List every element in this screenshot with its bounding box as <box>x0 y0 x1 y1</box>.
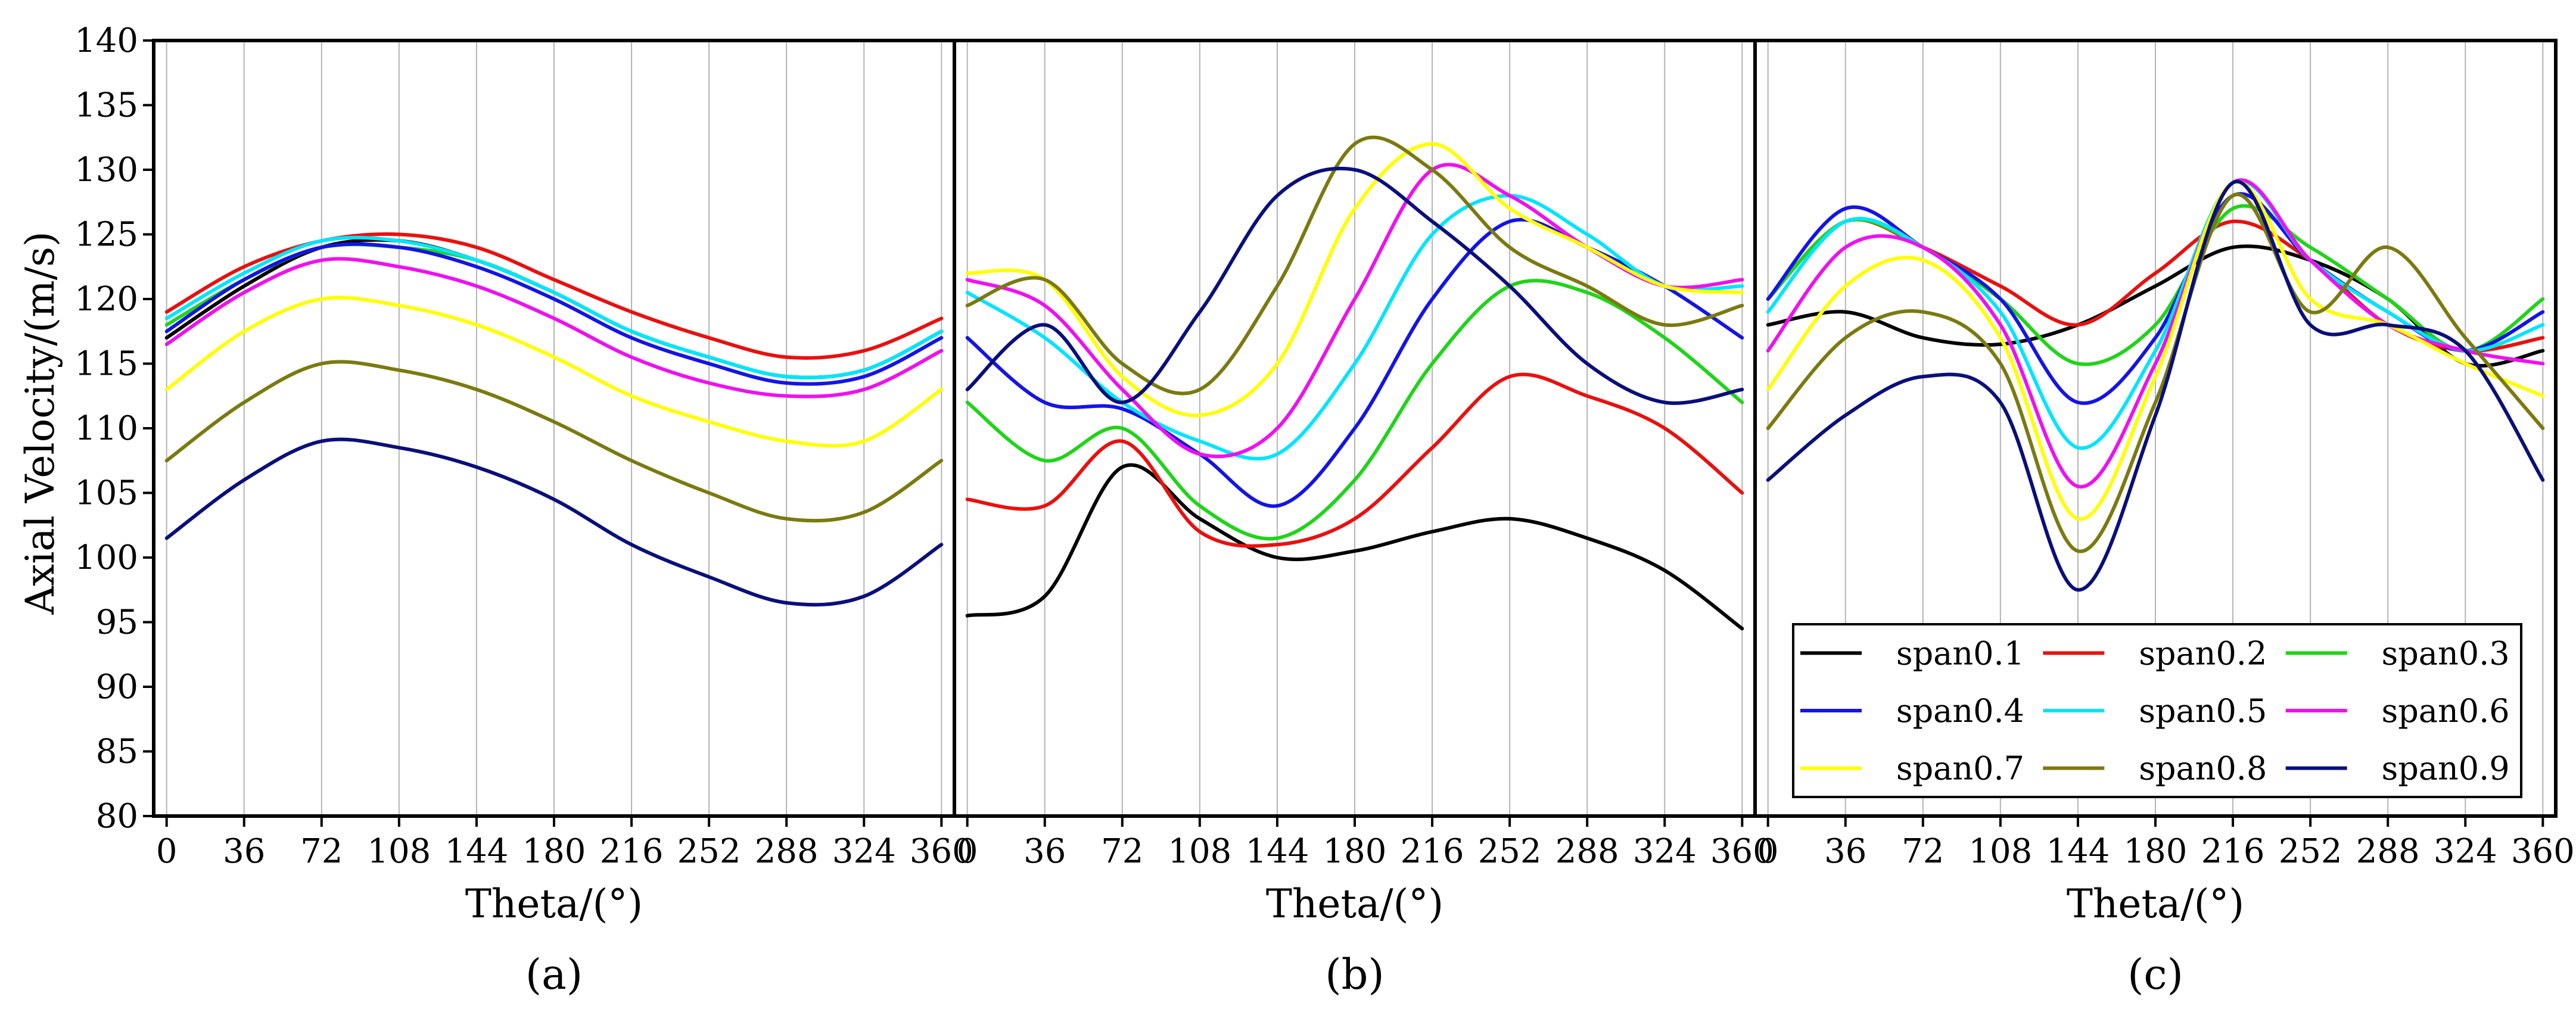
panel-label: (a) <box>525 950 583 999</box>
y-tick-label: 100 <box>74 538 138 577</box>
y-tick-label: 90 <box>96 668 138 706</box>
series-line-span0.9 <box>1766 179 2545 592</box>
panel-label: (b) <box>1325 950 1384 999</box>
series-line-span0.6 <box>164 257 944 398</box>
x-tick-label: 324 <box>2434 832 2497 871</box>
y-tick-label: 105 <box>74 474 138 513</box>
x-tick-label: 288 <box>2356 832 2420 871</box>
legend-label-span0.3: span0.3 <box>2382 634 2510 672</box>
x-tick-label: 72 <box>1101 832 1143 871</box>
legend: span0.1 span0.2 span0.3 span0.4 span0.5 span0… <box>1792 623 2522 798</box>
x-tick-label: 360 <box>2511 832 2575 871</box>
series-line-span0.8 <box>965 135 1744 396</box>
y-axis-title: Axial Velocity/(m/s) <box>17 231 63 615</box>
x-tick-label: 108 <box>1968 832 2032 871</box>
x-axis-title: Theta/(°) <box>465 881 643 927</box>
y-tick-label: 110 <box>74 409 138 448</box>
x-tick-label: 324 <box>1633 832 1697 871</box>
panels: 0 36 72 108 144 180 216 252 288 324 36080859095100… <box>74 21 2575 999</box>
x-tick-label: 36 <box>1824 832 1866 871</box>
x-axis-title: Theta/(°) <box>2067 881 2244 927</box>
legend-label-span0.1: span0.1 <box>1896 634 2024 672</box>
x-tick-label: 288 <box>755 832 819 871</box>
series-line-span0.1 <box>965 463 1744 631</box>
x-tick-label: 0 <box>957 832 978 871</box>
series-line-span0.9 <box>965 166 1744 405</box>
series-line-span0.7 <box>164 295 944 448</box>
x-tick-label: 144 <box>2046 832 2110 871</box>
panel-b: 0 36 72 108 144 180 216 252 288 324 360 Theta/(°) (b… <box>957 41 1774 999</box>
x-tick-label: 36 <box>1023 832 1066 871</box>
legend-label-span0.9: span0.9 <box>2382 750 2510 787</box>
y-tick-label: 95 <box>96 603 138 642</box>
x-tick-label: 108 <box>367 832 431 871</box>
legend-label-span0.8: span0.8 <box>2139 750 2267 787</box>
series-line-span0.3 <box>965 279 1744 541</box>
series-line-span0.5 <box>164 235 944 379</box>
legend-label-span0.4: span0.4 <box>1896 692 2024 730</box>
series-line-span0.7 <box>965 142 1744 418</box>
panel-a: 0 36 72 108 144 180 216 252 288 324 360 80 85 90 95 100… <box>74 21 973 999</box>
x-tick-label: 252 <box>2279 832 2342 871</box>
plot-frame-c <box>1753 39 2558 818</box>
x-tick-label: 216 <box>1401 832 1464 871</box>
y-tick-label: 135 <box>74 86 138 125</box>
x-tick-label: 108 <box>1168 832 1231 871</box>
x-tick-label: 0 <box>156 832 178 871</box>
x-tick-label: 252 <box>677 832 741 871</box>
y-tick-label: 130 <box>74 151 138 189</box>
y-tick-label: 140 <box>74 21 138 60</box>
y-tick-label: 120 <box>74 280 138 319</box>
x-tick-label: 216 <box>2201 832 2265 871</box>
y-tick-label: 80 <box>96 797 138 836</box>
x-tick-label: 144 <box>1245 832 1309 871</box>
series-line-span0.5 <box>965 194 1744 461</box>
y-tick-label: 125 <box>74 216 138 254</box>
x-tick-label: 252 <box>1478 832 1542 871</box>
x-tick-label: 180 <box>522 832 586 871</box>
legend-label-span0.2: span0.2 <box>2139 634 2267 672</box>
legend-label-span0.6: span0.6 <box>2382 692 2510 730</box>
x-axis-title: Theta/(°) <box>1266 881 1443 927</box>
series-line-span0.2 <box>965 372 1744 548</box>
panel-label: (c) <box>2127 950 2183 999</box>
x-tick-label: 360 <box>910 832 973 871</box>
panel-c: 0 36 72 108 144 180 216 252 288 324 360 Theta/(°) (c… <box>1757 41 2575 999</box>
x-tick-label: 180 <box>1323 832 1387 871</box>
series-line-span0.8 <box>164 360 944 523</box>
x-tick-label: 360 <box>1710 832 1774 871</box>
x-tick-label: 324 <box>832 832 896 871</box>
legend-label-span0.7: span0.7 <box>1896 750 2024 787</box>
x-tick-label: 72 <box>1902 832 1944 871</box>
x-tick-label: 216 <box>600 832 664 871</box>
x-tick-label: 288 <box>1555 832 1619 871</box>
series-line-span0.8 <box>1766 192 2545 553</box>
x-tick-label: 180 <box>2124 832 2188 871</box>
x-tick-label: 36 <box>223 832 265 871</box>
legend-label-span0.5: span0.5 <box>2139 692 2267 730</box>
y-tick-label: 115 <box>74 345 138 384</box>
x-tick-label: 72 <box>300 832 343 871</box>
series-line-span0.9 <box>164 437 944 607</box>
y-tick-label: 85 <box>96 733 138 771</box>
x-tick-label: 144 <box>444 832 508 871</box>
legend-box <box>1792 623 2522 798</box>
series-line-span0.4 <box>164 242 944 386</box>
x-tick-label: 0 <box>1757 832 1779 871</box>
series-line-span0.5 <box>1766 179 2545 450</box>
